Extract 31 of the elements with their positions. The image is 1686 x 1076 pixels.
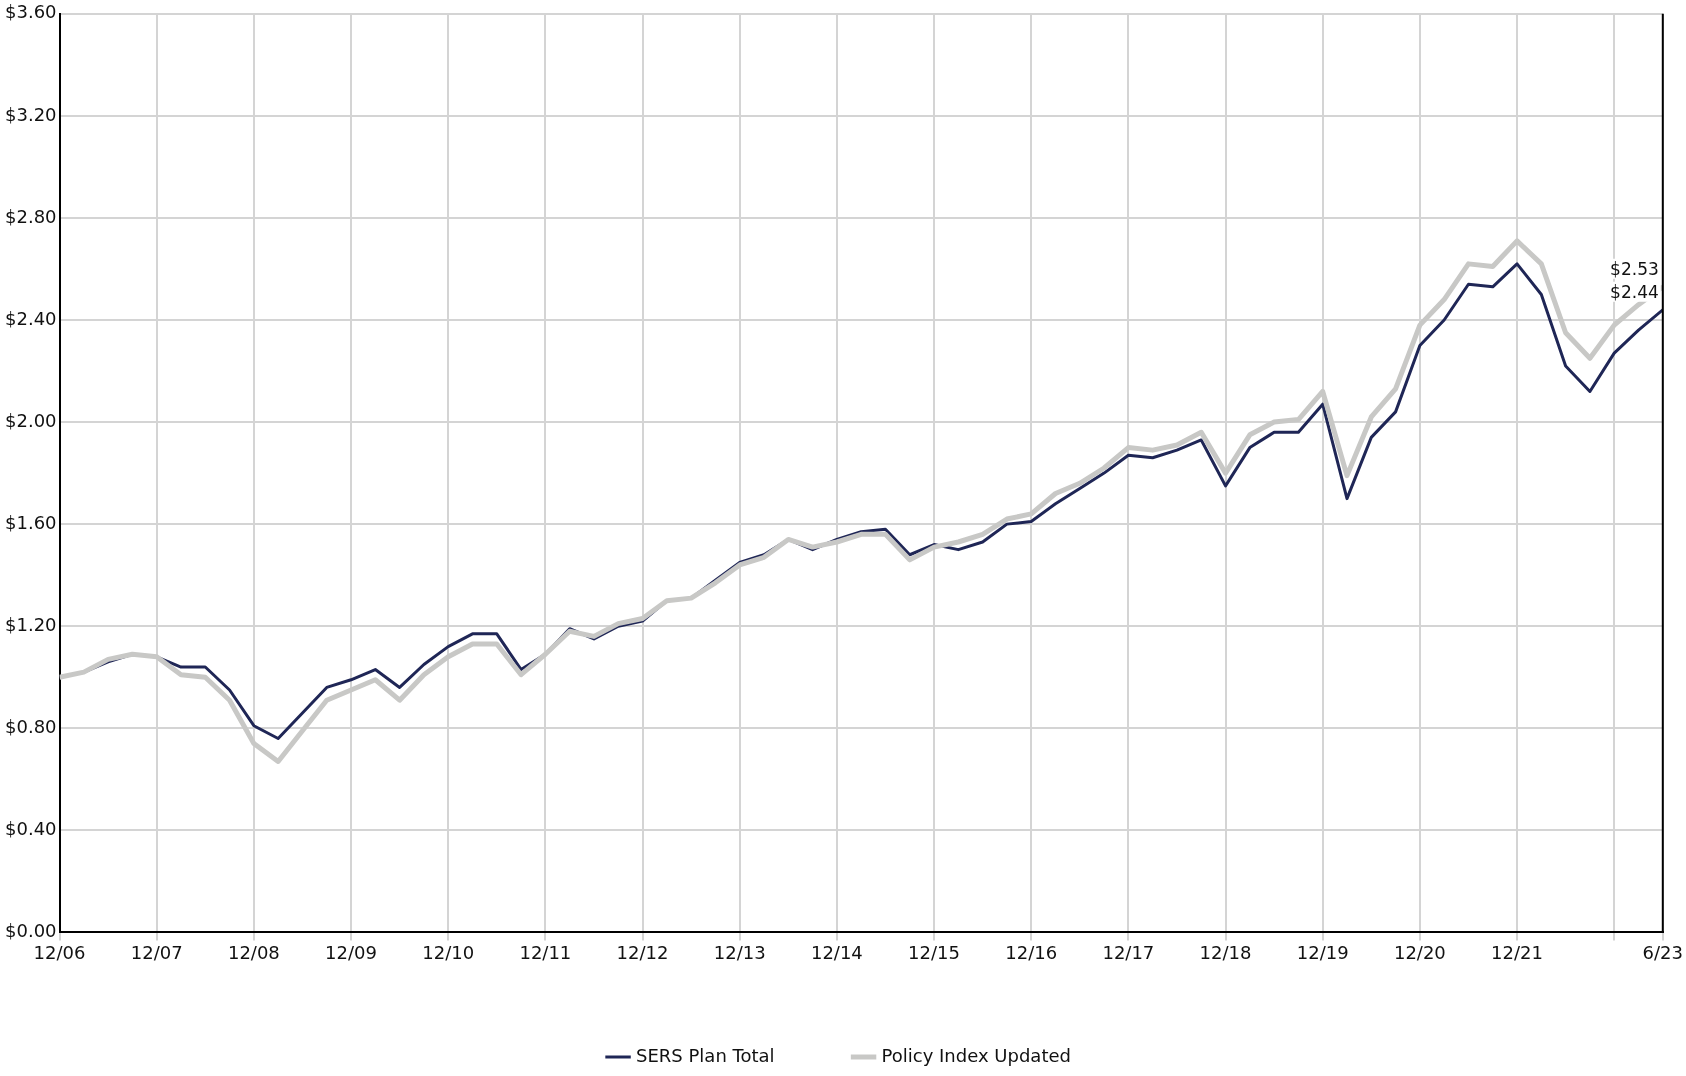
y-tick-label: $2.40	[5, 307, 57, 329]
y-tick-label: $1.60	[5, 511, 57, 533]
y-tick-label: $0.00	[5, 920, 57, 942]
x-tick-label: 6/23	[1642, 941, 1683, 963]
y-tick-label: $3.20	[5, 103, 57, 125]
y-tick-label: $2.80	[5, 205, 57, 227]
y-tick-label: $0.40	[5, 818, 57, 840]
x-tick-label: 12/14	[810, 941, 863, 963]
x-tick-label: 12/21	[1491, 941, 1543, 963]
x-tick-label: 12/18	[1199, 941, 1252, 963]
annotation: $2.44	[1610, 281, 1659, 302]
x-tick-label: 12/20	[1393, 941, 1446, 963]
legend-label: SERS Plan Total	[636, 1044, 775, 1066]
x-tick-label: 12/08	[227, 941, 280, 963]
y-tick-label: $0.80	[5, 715, 57, 737]
legend-label: Policy Index Updated	[881, 1044, 1071, 1066]
x-tick-label: 12/16	[1005, 941, 1058, 963]
annotation: $2.53	[1610, 258, 1659, 279]
x-tick-label: 12/12	[616, 941, 669, 963]
y-tick-label: $3.60	[5, 1, 57, 23]
x-tick-label: 12/15	[908, 941, 960, 963]
x-tick-label: 12/10	[422, 941, 475, 963]
x-tick-label: 12/07	[130, 941, 183, 963]
x-tick-label: 12/13	[713, 941, 766, 963]
x-tick-label: 12/11	[519, 941, 572, 963]
x-tick-label: 12/06	[33, 941, 86, 963]
x-tick-label: 12/17	[1102, 941, 1155, 963]
y-tick-label: $1.20	[5, 613, 57, 635]
y-tick-label: $2.00	[5, 409, 57, 431]
x-tick-label: 12/09	[325, 941, 377, 963]
x-tick-label: 12/19	[1296, 941, 1349, 963]
